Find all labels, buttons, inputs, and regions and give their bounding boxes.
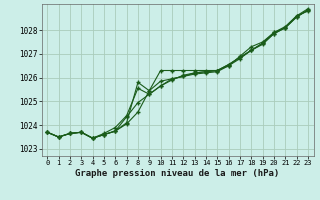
X-axis label: Graphe pression niveau de la mer (hPa): Graphe pression niveau de la mer (hPa)	[76, 169, 280, 178]
